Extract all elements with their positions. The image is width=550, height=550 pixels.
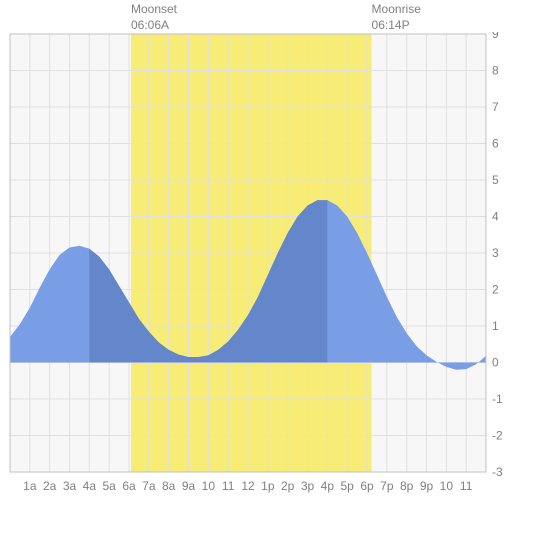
- svg-text:-3: -3: [492, 465, 503, 479]
- svg-text:3: 3: [492, 246, 499, 260]
- svg-text:8p: 8p: [400, 479, 414, 493]
- svg-text:6: 6: [492, 137, 499, 151]
- moonset-label: Moonset: [131, 2, 177, 16]
- svg-text:2a: 2a: [43, 479, 57, 493]
- svg-text:-2: -2: [492, 429, 503, 443]
- svg-text:10: 10: [440, 479, 454, 493]
- svg-text:0: 0: [492, 356, 499, 370]
- svg-text:5a: 5a: [102, 479, 116, 493]
- svg-text:2: 2: [492, 283, 499, 297]
- svg-text:9p: 9p: [420, 479, 434, 493]
- svg-text:4p: 4p: [321, 479, 335, 493]
- svg-text:11: 11: [460, 479, 473, 493]
- svg-text:5: 5: [492, 173, 499, 187]
- svg-text:10: 10: [202, 479, 216, 493]
- moonrise-time: 06:14P: [372, 18, 410, 32]
- moonset-time: 06:06A: [131, 18, 169, 32]
- moonrise-annotation: Moonrise 06:14P: [372, 2, 421, 33]
- svg-text:9a: 9a: [182, 479, 196, 493]
- svg-text:7: 7: [492, 100, 499, 114]
- svg-text:1a: 1a: [23, 479, 37, 493]
- svg-text:11: 11: [222, 479, 235, 493]
- plot-svg: -3-2-101234567891a2a3a4a5a6a7a8a9a101112…: [8, 32, 516, 500]
- svg-text:3p: 3p: [301, 479, 315, 493]
- svg-text:5p: 5p: [340, 479, 354, 493]
- svg-text:7a: 7a: [142, 479, 156, 493]
- svg-text:9: 9: [492, 32, 499, 41]
- moonrise-label: Moonrise: [372, 2, 421, 16]
- svg-text:6p: 6p: [360, 479, 374, 493]
- svg-text:1p: 1p: [261, 479, 275, 493]
- svg-text:7p: 7p: [380, 479, 394, 493]
- svg-text:4: 4: [492, 210, 499, 224]
- tide-chart: -3-2-101234567891a2a3a4a5a6a7a8a9a101112…: [0, 0, 550, 550]
- svg-text:2p: 2p: [281, 479, 295, 493]
- svg-text:-1: -1: [492, 392, 503, 406]
- svg-text:8: 8: [492, 64, 499, 78]
- svg-text:3a: 3a: [63, 479, 77, 493]
- moonset-annotation: Moonset 06:06A: [131, 2, 177, 33]
- svg-text:8a: 8a: [162, 479, 176, 493]
- svg-text:6a: 6a: [122, 479, 136, 493]
- svg-text:12: 12: [241, 479, 255, 493]
- svg-text:4a: 4a: [83, 479, 97, 493]
- plot-area: -3-2-101234567891a2a3a4a5a6a7a8a9a101112…: [8, 32, 516, 500]
- svg-text:1: 1: [492, 319, 499, 333]
